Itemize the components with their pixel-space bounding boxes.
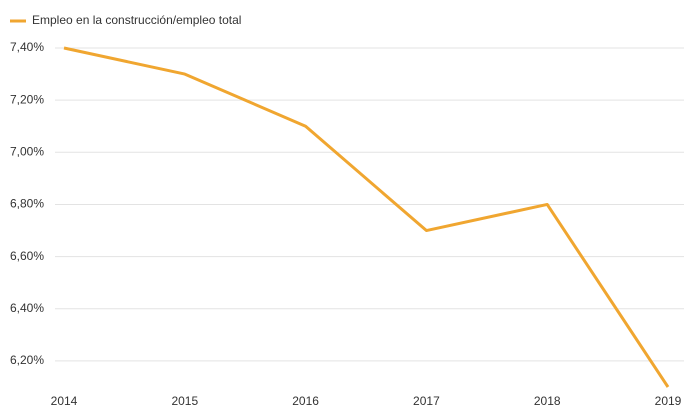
y-tick-label: 6,40% bbox=[10, 301, 44, 315]
data-line bbox=[63, 46, 670, 388]
x-tick-label: 2019 bbox=[655, 394, 682, 408]
x-tick-label: 2015 bbox=[171, 394, 198, 408]
y-tick-label: 6,20% bbox=[10, 353, 44, 367]
y-tick-label: 6,80% bbox=[10, 197, 44, 211]
y-tick-label: 6,60% bbox=[10, 249, 44, 263]
legend-label: Empleo en la construcción/empleo total bbox=[32, 13, 241, 27]
y-tick-label: 7,40% bbox=[10, 40, 44, 54]
y-tick-label: 7,00% bbox=[10, 144, 44, 158]
x-tick-label: 2014 bbox=[51, 394, 78, 408]
x-tick-label: 2018 bbox=[534, 394, 561, 408]
x-tick-label: 2016 bbox=[292, 394, 319, 408]
y-tick-label: 7,20% bbox=[10, 92, 44, 106]
x-tick-label: 2017 bbox=[413, 394, 440, 408]
